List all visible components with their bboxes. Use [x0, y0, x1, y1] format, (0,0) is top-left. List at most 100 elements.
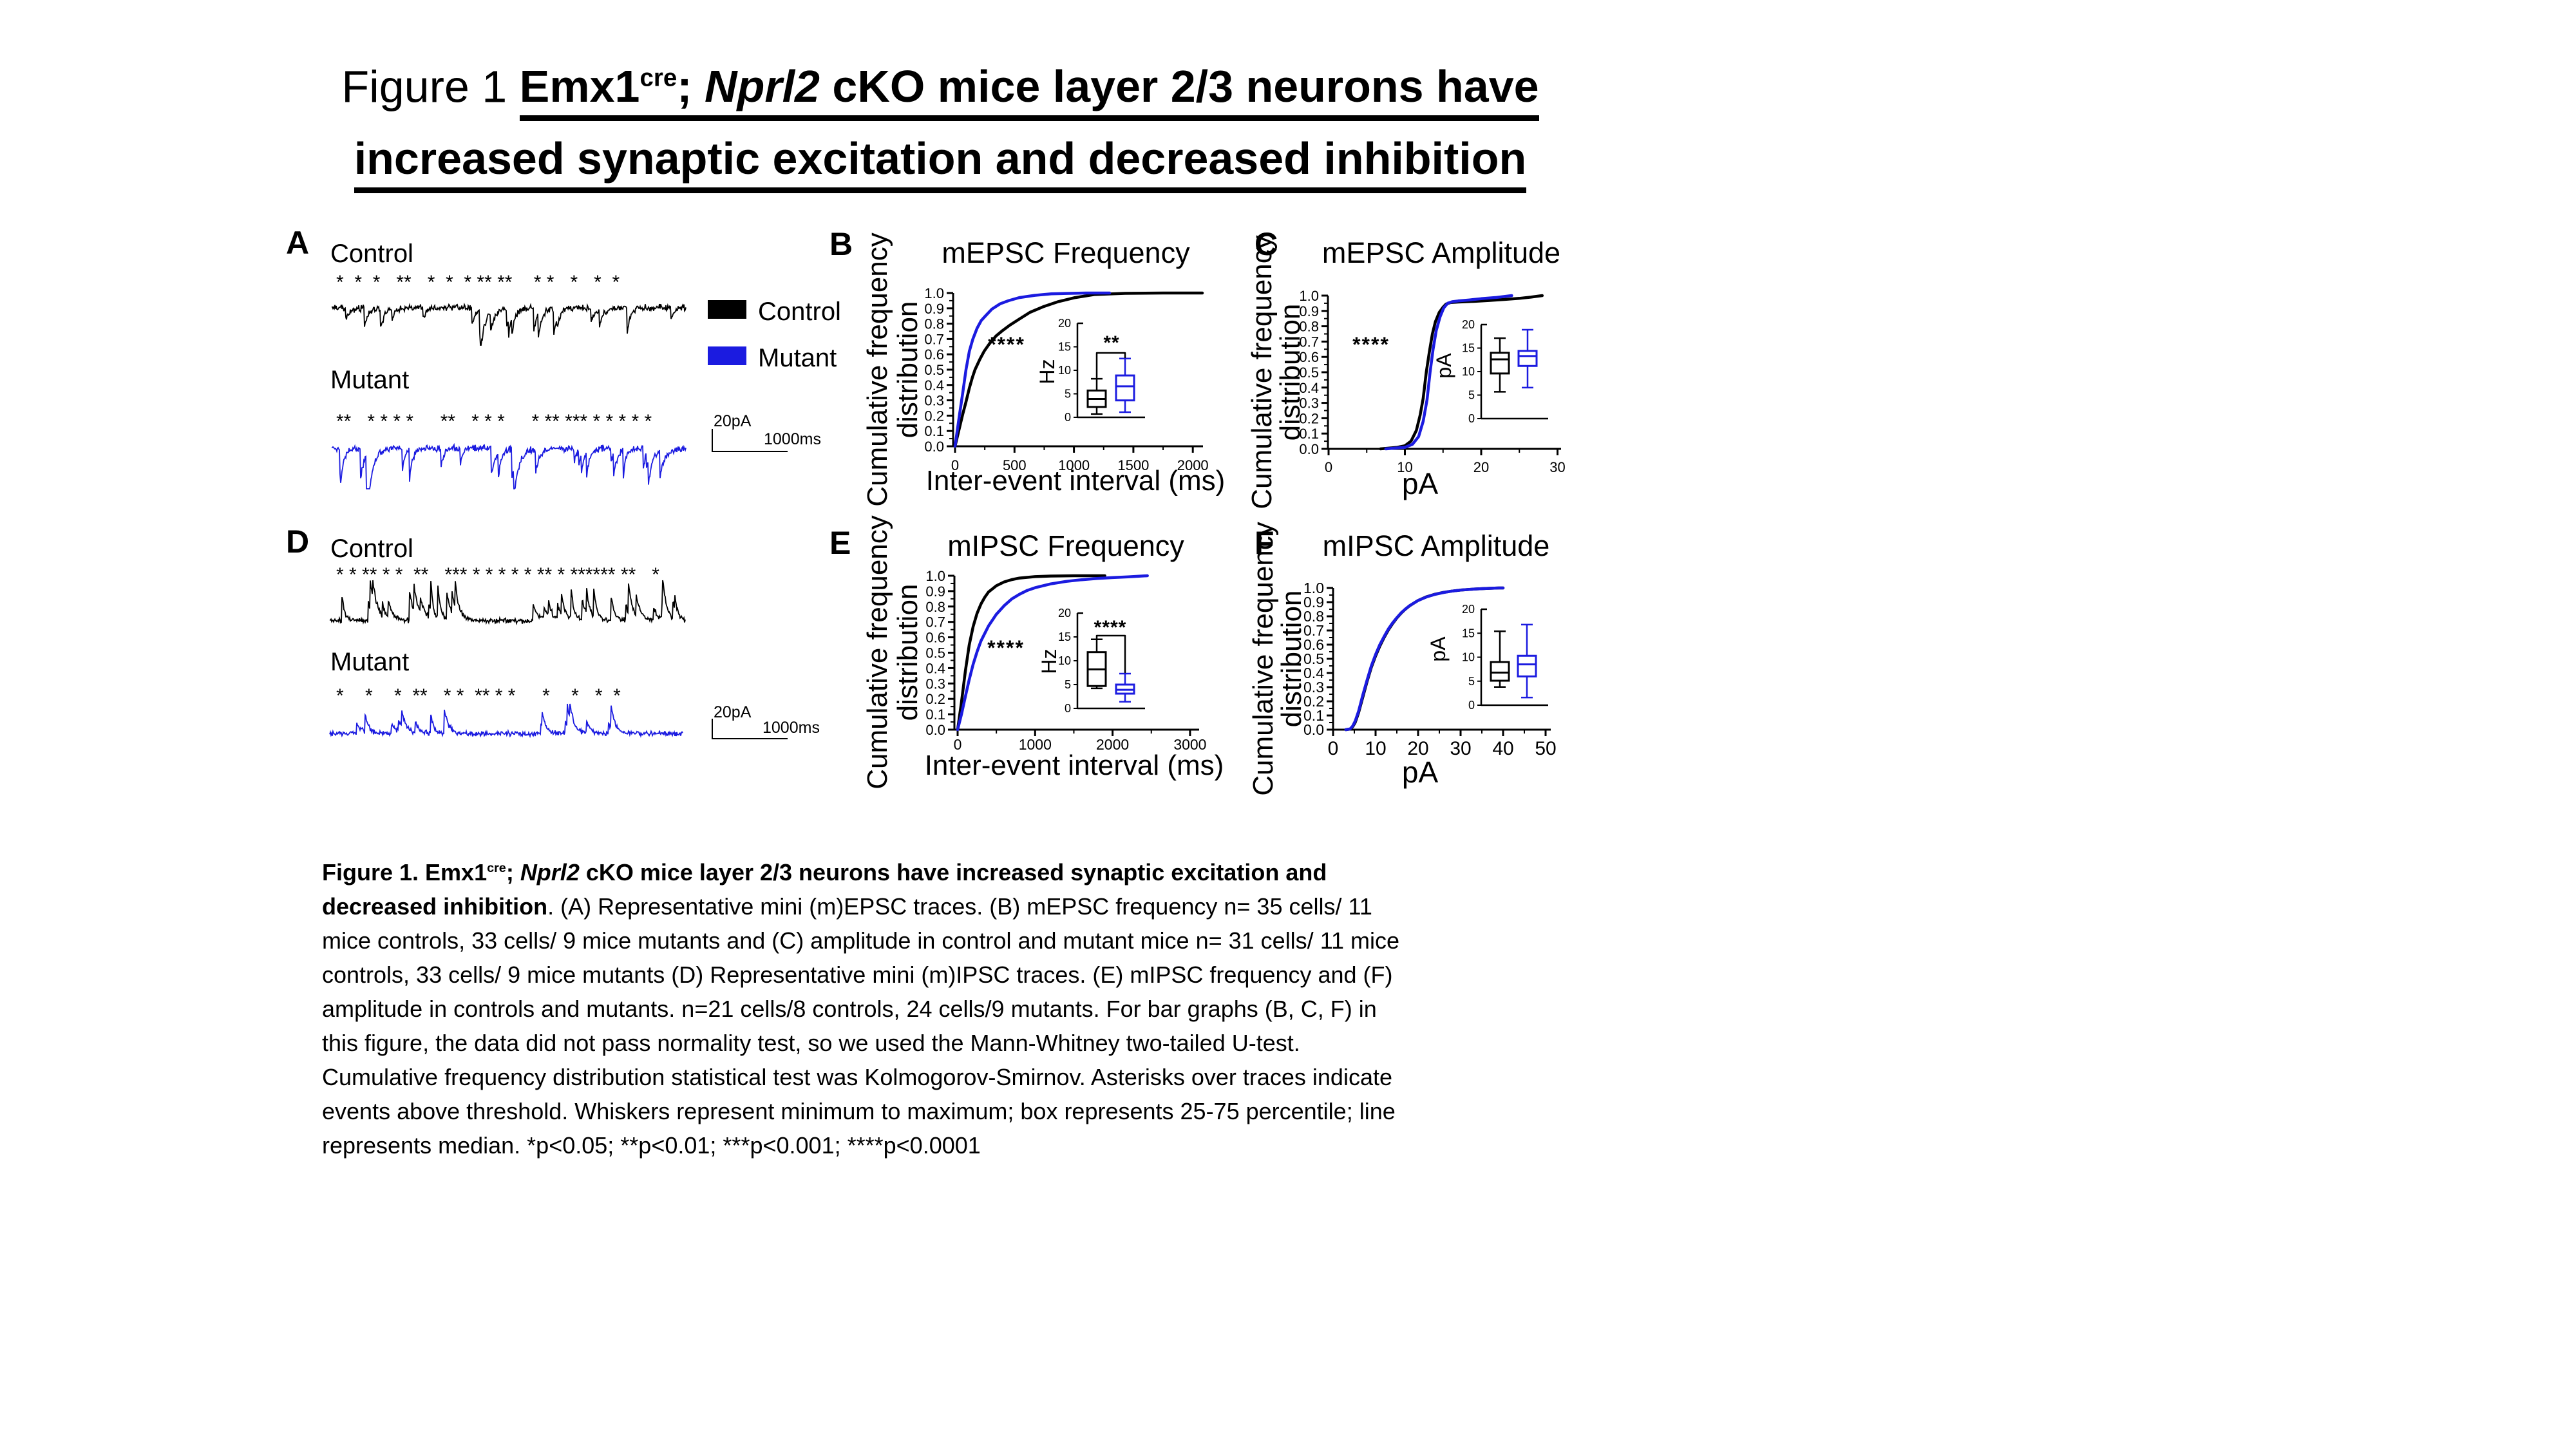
panel-d-control-label: Control: [330, 535, 413, 563]
svg-text:10: 10: [1462, 651, 1475, 664]
panel-c-xlabel: pA: [1401, 467, 1439, 500]
svg-text:0.1: 0.1: [925, 706, 945, 723]
panel-b-ylabel-line2: distribution: [892, 301, 923, 439]
figure-title: Figure 1 Emx1cre; Nprl2 cKO mice layer 2…: [167, 43, 1713, 194]
panel-e-title: mIPSC Frequency: [947, 529, 1184, 562]
panel-d-mutant-label: Mutant: [330, 648, 410, 676]
scalebar-a-vline: [712, 429, 713, 452]
caption-line: Figure 1. Emx1cre; Nprl2 cKO mice layer …: [322, 859, 1327, 886]
svg-text:0: 0: [1328, 738, 1339, 759]
mipsc-mutant-trace: [329, 703, 683, 739]
svg-text:5: 5: [1468, 389, 1475, 402]
figure-caption: Figure 1. Emx1cre; Nprl2 cKO mice layer …: [322, 851, 1399, 1162]
figure-number: Figure 1: [341, 61, 520, 112]
panel-c-ylabel-line1: Cumulative frequency: [1246, 235, 1278, 509]
panel-b-letter: B: [829, 226, 853, 262]
panel-f-title: mIPSC Amplitude: [1322, 529, 1550, 562]
svg-text:0.8: 0.8: [925, 599, 945, 615]
panel-a-letter: A: [286, 225, 310, 261]
svg-text:15: 15: [1058, 630, 1071, 643]
svg-text:20: 20: [1462, 603, 1475, 616]
svg-text:****: ****: [987, 636, 1025, 659]
svg-text:0.0: 0.0: [924, 439, 944, 455]
gene-name: Nprl2: [705, 61, 820, 112]
panel-a-mutant-label: Mutant: [330, 366, 410, 394]
caption-line: this figure, the data did not pass norma…: [322, 1030, 1300, 1056]
svg-text:15: 15: [1058, 341, 1071, 354]
svg-text:0.4: 0.4: [925, 660, 945, 676]
svg-text:0.6: 0.6: [925, 630, 945, 646]
scalebar-a-vertical-label: 20pA: [714, 412, 752, 430]
legend-mutant-label: Mutant: [758, 344, 837, 372]
svg-text:****: ****: [988, 333, 1025, 356]
panel-b-title: mEPSC Frequency: [942, 236, 1190, 269]
panel-d-mutant-asterisks: * * * ** * * ** * * * * * *: [336, 685, 621, 706]
svg-text:30: 30: [1549, 459, 1565, 475]
svg-text:15: 15: [1462, 342, 1475, 355]
figure-title-line2: increased synaptic excitation and decrea…: [167, 122, 1713, 194]
caption-line: decreased inhibition. (A) Representative…: [322, 893, 1372, 920]
svg-text:1.0: 1.0: [1299, 288, 1319, 304]
svg-text:0.3: 0.3: [924, 393, 944, 409]
mepsc-mutant-trace: [331, 442, 687, 489]
panel-a-control-asterisks: * * * ** * * * ** ** * * * * *: [336, 272, 620, 293]
panel-c-letter: C: [1255, 226, 1278, 262]
svg-text:0.6: 0.6: [924, 346, 944, 363]
scalebar-d-vertical-label: 20pA: [714, 703, 752, 721]
svg-text:0: 0: [1065, 702, 1071, 715]
figure-title-line1-underlined: Emx1cre; Nprl2 cKO mice layer 2/3 neuron…: [519, 61, 1539, 122]
panel-a-control-label: Control: [330, 240, 413, 268]
svg-text:40: 40: [1492, 738, 1513, 759]
panel-d-control-asterisks: * * ** * * ** *** * * * * * ** * ****** …: [336, 564, 659, 585]
panel-f-ylabel-line1: Cumulative frequency: [1247, 522, 1279, 796]
svg-text:0.2: 0.2: [924, 408, 944, 424]
svg-text:****: ****: [1094, 617, 1127, 638]
mepsc-control-trace: [331, 302, 687, 346]
svg-text:20: 20: [1462, 318, 1475, 331]
caption-line: represents median. *p<0.05; **p<0.01; **…: [322, 1132, 981, 1159]
panel-f-ylabel-line2: distribution: [1276, 590, 1307, 728]
caption-line: amplitude in controls and mutants. n=21 …: [322, 996, 1377, 1022]
panel-e-letter: E: [829, 525, 851, 561]
svg-text:0.3: 0.3: [925, 676, 945, 692]
caption-line: events above threshold. Whiskers represe…: [322, 1098, 1396, 1124]
scalebar-d-horizontal-label: 1000ms: [762, 719, 820, 737]
svg-text:Hz: Hz: [1036, 359, 1059, 384]
svg-text:5: 5: [1065, 388, 1071, 401]
svg-text:0: 0: [1065, 411, 1071, 424]
svg-text:10: 10: [1365, 738, 1386, 759]
svg-text:0.2: 0.2: [925, 691, 945, 707]
caption-line: mice controls, 33 cells/ 9 mice mutants …: [322, 927, 1400, 954]
cre-superscript: cre: [639, 64, 677, 92]
svg-text:30: 30: [1450, 738, 1471, 759]
caption-line: Cumulative frequency distribution statis…: [322, 1064, 1392, 1090]
svg-text:0: 0: [1468, 699, 1475, 712]
svg-text:0.4: 0.4: [924, 377, 944, 393]
svg-text:15: 15: [1462, 627, 1475, 639]
svg-text:pA: pA: [1432, 353, 1455, 379]
figure-title-line1: Figure 1 Emx1cre; Nprl2 cKO mice layer 2…: [167, 43, 1713, 122]
svg-text:0.1: 0.1: [924, 423, 944, 439]
panel-c-title: mEPSC Amplitude: [1321, 236, 1561, 269]
svg-text:5: 5: [1065, 678, 1071, 691]
svg-text:0.7: 0.7: [924, 331, 944, 347]
svg-text:0.9: 0.9: [924, 301, 944, 317]
legend-control-swatch: [708, 300, 746, 319]
panel-c-ylabel-line2: distribution: [1274, 303, 1306, 441]
panel-f-xlabel: pA: [1401, 755, 1439, 789]
svg-text:0.9: 0.9: [925, 583, 945, 600]
svg-text:Hz: Hz: [1037, 649, 1061, 674]
svg-text:****: ****: [1352, 333, 1390, 356]
svg-text:50: 50: [1535, 738, 1556, 759]
panel-e-ylabel-line1: Cumulative frequency: [862, 515, 893, 790]
scalebar-a-hline: [712, 451, 788, 452]
panel-e-xlabel: Inter-event interval (ms): [924, 750, 1224, 781]
svg-text:5: 5: [1468, 675, 1475, 688]
svg-text:0.0: 0.0: [925, 722, 945, 738]
scalebar-d-vline: [712, 719, 713, 739]
mipsc-control-trace: [329, 580, 686, 626]
scalebar-a-horizontal-label: 1000ms: [764, 430, 821, 448]
caption-line: controls, 33 cells/ 9 mice mutants (D) R…: [322, 961, 1393, 988]
svg-text:0.8: 0.8: [924, 316, 944, 332]
